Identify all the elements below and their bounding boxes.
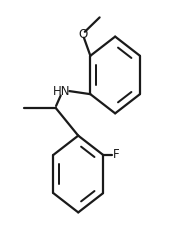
Text: F: F [113,148,120,161]
Text: O: O [78,28,88,41]
Text: HN: HN [53,85,70,98]
